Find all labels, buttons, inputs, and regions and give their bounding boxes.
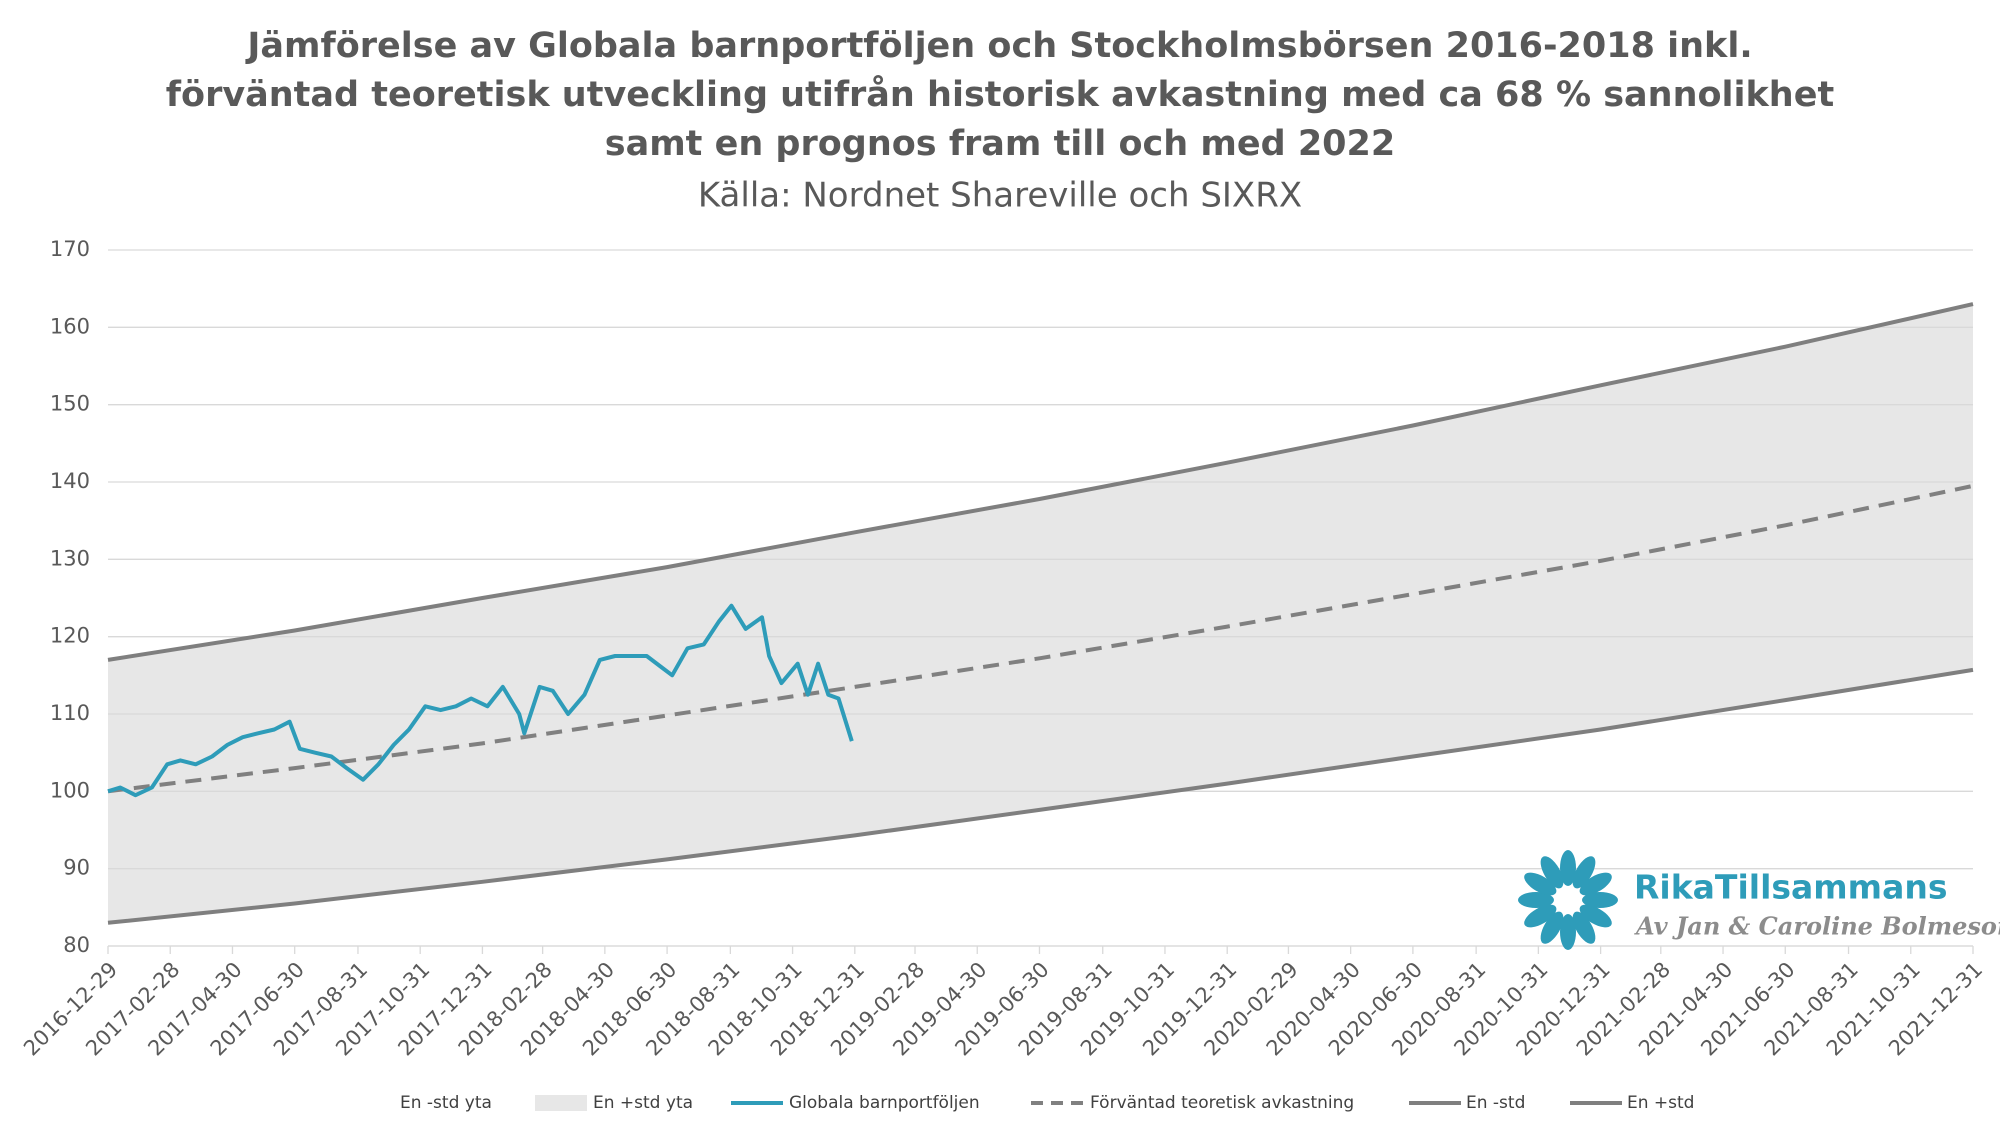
chart-title: Jämförelse av Globala barnportföljen och… (245, 26, 1752, 66)
y-tick-label: 120 (50, 624, 90, 648)
legend-swatch (342, 1095, 394, 1111)
legend-label: En +std (1627, 1093, 1694, 1113)
y-tick-label: 130 (50, 546, 90, 570)
y-tick-label: 100 (50, 778, 90, 802)
chart-title: samt en prognos fram till och med 2022 (605, 124, 1396, 164)
brand-byline: Av Jan & Caroline Bolmeson (1634, 912, 2000, 941)
y-tick-label: 170 (50, 237, 90, 261)
legend-label: En -std yta (400, 1093, 492, 1113)
legend-swatch (535, 1095, 587, 1111)
y-tick-label: 90 (63, 856, 90, 880)
chart-subtitle: Källa: Nordnet Shareville och SIXRX (698, 176, 1302, 216)
series-line (107, 483, 1974, 794)
logo (1518, 850, 1618, 950)
y-tick-label: 140 (50, 469, 90, 493)
legend-label: En -std (1466, 1093, 1525, 1113)
y-tick-label: 150 (50, 392, 90, 416)
y-tick-label: 160 (50, 314, 90, 338)
chart-title: förväntad teoretisk utveckling utifrån h… (166, 74, 1834, 115)
brand-name: RikaTillsammans (1634, 868, 1947, 907)
legend-label: En +std yta (593, 1093, 693, 1113)
series-line (107, 667, 1974, 925)
legend-label: Förväntad teoretisk avkastning (1090, 1093, 1354, 1113)
area (108, 669, 1973, 946)
legend-label: Globala barnportföljen (789, 1093, 980, 1113)
area (108, 304, 1973, 923)
series-line (107, 302, 1974, 662)
y-tick-label: 110 (50, 701, 90, 725)
series-line (107, 603, 854, 798)
y-tick-label: 80 (63, 933, 90, 957)
